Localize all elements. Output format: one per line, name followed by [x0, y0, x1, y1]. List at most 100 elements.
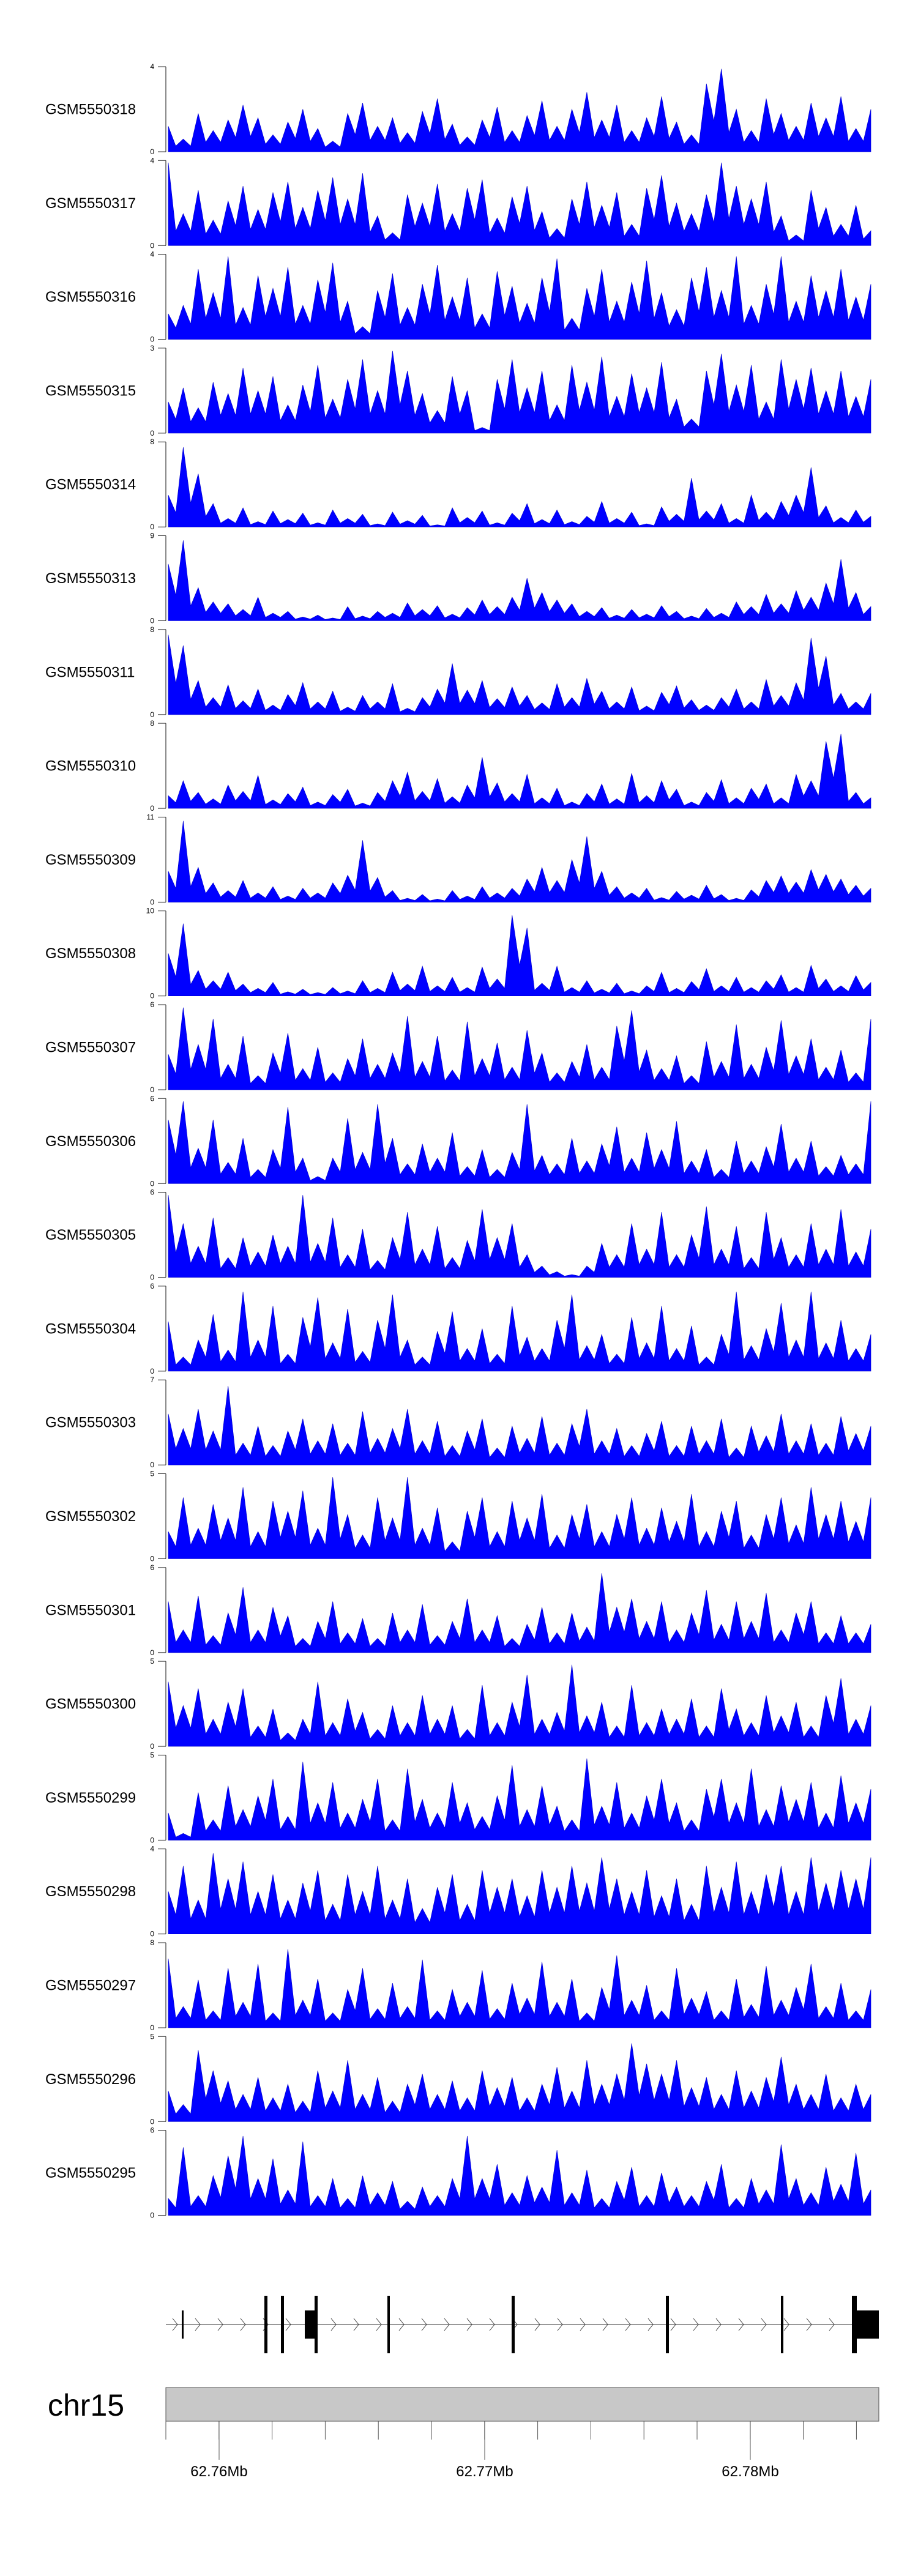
strand-arrow-icon [602, 2318, 608, 2331]
y-tick-label-max: 10 [146, 907, 155, 915]
track-GSM5550313: GSM5550313 9 0 [45, 532, 871, 625]
track-label: GSM5550314 [45, 477, 136, 493]
strand-arrow-icon [534, 2318, 540, 2331]
strand-arrow-icon [557, 2318, 563, 2331]
exon-block [305, 2310, 316, 2339]
strand-arrow-icon [761, 2318, 767, 2331]
coverage-area [168, 915, 871, 996]
coverage-area [168, 162, 871, 246]
track-GSM5550298: GSM5550298 4 0 [45, 1845, 871, 1938]
y-tick-label-min: 0 [150, 1930, 154, 1938]
y-tick-label-min: 0 [150, 147, 154, 156]
coverage-area [168, 69, 871, 152]
track-label: GSM5550305 [45, 1227, 136, 1243]
track-GSM5550315: GSM5550315 3 0 [45, 344, 871, 437]
y-tick-label-min: 0 [150, 1179, 154, 1188]
chromosome-label: chr15 [48, 2388, 124, 2422]
exon-block [512, 2296, 515, 2353]
y-tick-label-max: 8 [150, 1938, 154, 1947]
strand-arrow-icon [647, 2318, 654, 2331]
track-label: GSM5550308 [45, 945, 136, 962]
strand-arrow-icon [240, 2318, 246, 2331]
y-tick-label-min: 0 [150, 2117, 154, 2126]
track-label: GSM5550304 [45, 1320, 136, 1337]
coverage-area [168, 540, 871, 621]
track-label: GSM5550295 [45, 2165, 136, 2181]
y-tick-label-min: 0 [150, 992, 154, 1000]
coverage-area [168, 447, 871, 527]
coverage-area [168, 1573, 871, 1653]
exon-block [781, 2296, 783, 2353]
y-tick-label-min: 0 [150, 2023, 154, 2032]
y-tick-label-min: 0 [150, 898, 154, 906]
track-label: GSM5550316 [45, 289, 136, 305]
track-GSM5550299: GSM5550299 5 0 [45, 1751, 871, 1844]
track-label: GSM5550318 [45, 102, 136, 118]
strand-arrow-icon [693, 2318, 699, 2331]
y-tick-label-max: 8 [150, 437, 154, 446]
track-label: GSM5550303 [45, 1415, 136, 1431]
track-GSM5550305: GSM5550305 6 0 [45, 1188, 871, 1282]
coverage-tracks: GSM555031840GSM555031740GSM555031640GSM5… [45, 62, 871, 2220]
coverage-area [168, 1386, 871, 1465]
track-label: GSM5550313 [45, 570, 136, 587]
track-GSM5550314: GSM5550314 8 0 [45, 437, 871, 531]
strand-arrow-icon [783, 2318, 789, 2331]
track-GSM5550310: GSM5550310 8 0 [45, 719, 871, 813]
y-tick-label-min: 0 [150, 1555, 154, 1563]
strand-arrow-icon [195, 2318, 201, 2331]
y-tick-label-max: 6 [150, 1094, 154, 1103]
y-tick-label-max: 3 [150, 344, 154, 352]
y-tick-label-max: 6 [150, 1563, 154, 1572]
track-GSM5550307: GSM5550307 6 0 [45, 1000, 871, 1094]
y-tick-label-max: 7 [150, 1375, 154, 1384]
coverage-area [168, 256, 871, 340]
track-label: GSM5550317 [45, 195, 136, 212]
x-tick-label: 62.77Mb [456, 2463, 513, 2480]
coverage-area [168, 734, 871, 809]
strand-arrow-icon [444, 2318, 450, 2331]
y-tick-label-max: 5 [150, 1657, 154, 1666]
y-tick-label-min: 0 [150, 617, 154, 625]
coverage-area [168, 2043, 871, 2122]
strand-arrow-icon [285, 2318, 291, 2331]
coverage-area [168, 1292, 871, 1372]
track-label: GSM5550297 [45, 1978, 136, 1994]
y-tick-label-max: 8 [150, 719, 154, 728]
track-label: GSM5550299 [45, 1790, 136, 1806]
strand-arrow-icon [489, 2318, 495, 2331]
y-tick-label-min: 0 [150, 1461, 154, 1469]
y-tick-label-max: 8 [150, 625, 154, 634]
coverage-area [168, 1101, 871, 1184]
strand-arrow-icon [625, 2318, 631, 2331]
coverage-area [168, 1853, 871, 1934]
strand-arrow-icon [670, 2318, 676, 2331]
genome-axis-track: chr15 62.76Mb 62.77Mb 62.78Mb [48, 2387, 879, 2480]
exon-block [182, 2310, 184, 2339]
track-GSM5550316: GSM5550316 4 0 [45, 250, 871, 344]
y-tick-label-max: 5 [150, 1751, 154, 1759]
strand-arrow-icon [806, 2318, 812, 2331]
coverage-area [168, 635, 871, 715]
track-GSM5550309: GSM5550309 11 0 [45, 813, 871, 906]
exon-block [315, 2296, 318, 2353]
track-label: GSM5550315 [45, 382, 136, 399]
y-tick-label-min: 0 [150, 710, 154, 719]
y-tick-label-min: 0 [150, 241, 154, 250]
track-GSM5550311: GSM5550311 8 0 [45, 625, 871, 719]
track-GSM5550296: GSM5550296 5 0 [45, 2032, 871, 2126]
y-tick-label-min: 0 [150, 1648, 154, 1657]
exon-block [281, 2296, 284, 2353]
coverage-area [168, 1949, 871, 2028]
strand-arrow-icon [172, 2318, 178, 2331]
y-tick-label-max: 4 [150, 156, 154, 165]
y-tick-label-max: 6 [150, 1188, 154, 1197]
strand-arrow-icon [580, 2318, 586, 2331]
y-tick-label-min: 0 [150, 1273, 154, 1282]
track-GSM5550317: GSM5550317 4 0 [45, 156, 871, 250]
y-tick-label-max: 4 [150, 250, 154, 259]
strand-arrow-icon [330, 2318, 337, 2331]
y-tick-label-min: 0 [150, 429, 154, 437]
y-tick-label-min: 0 [150, 2211, 154, 2220]
